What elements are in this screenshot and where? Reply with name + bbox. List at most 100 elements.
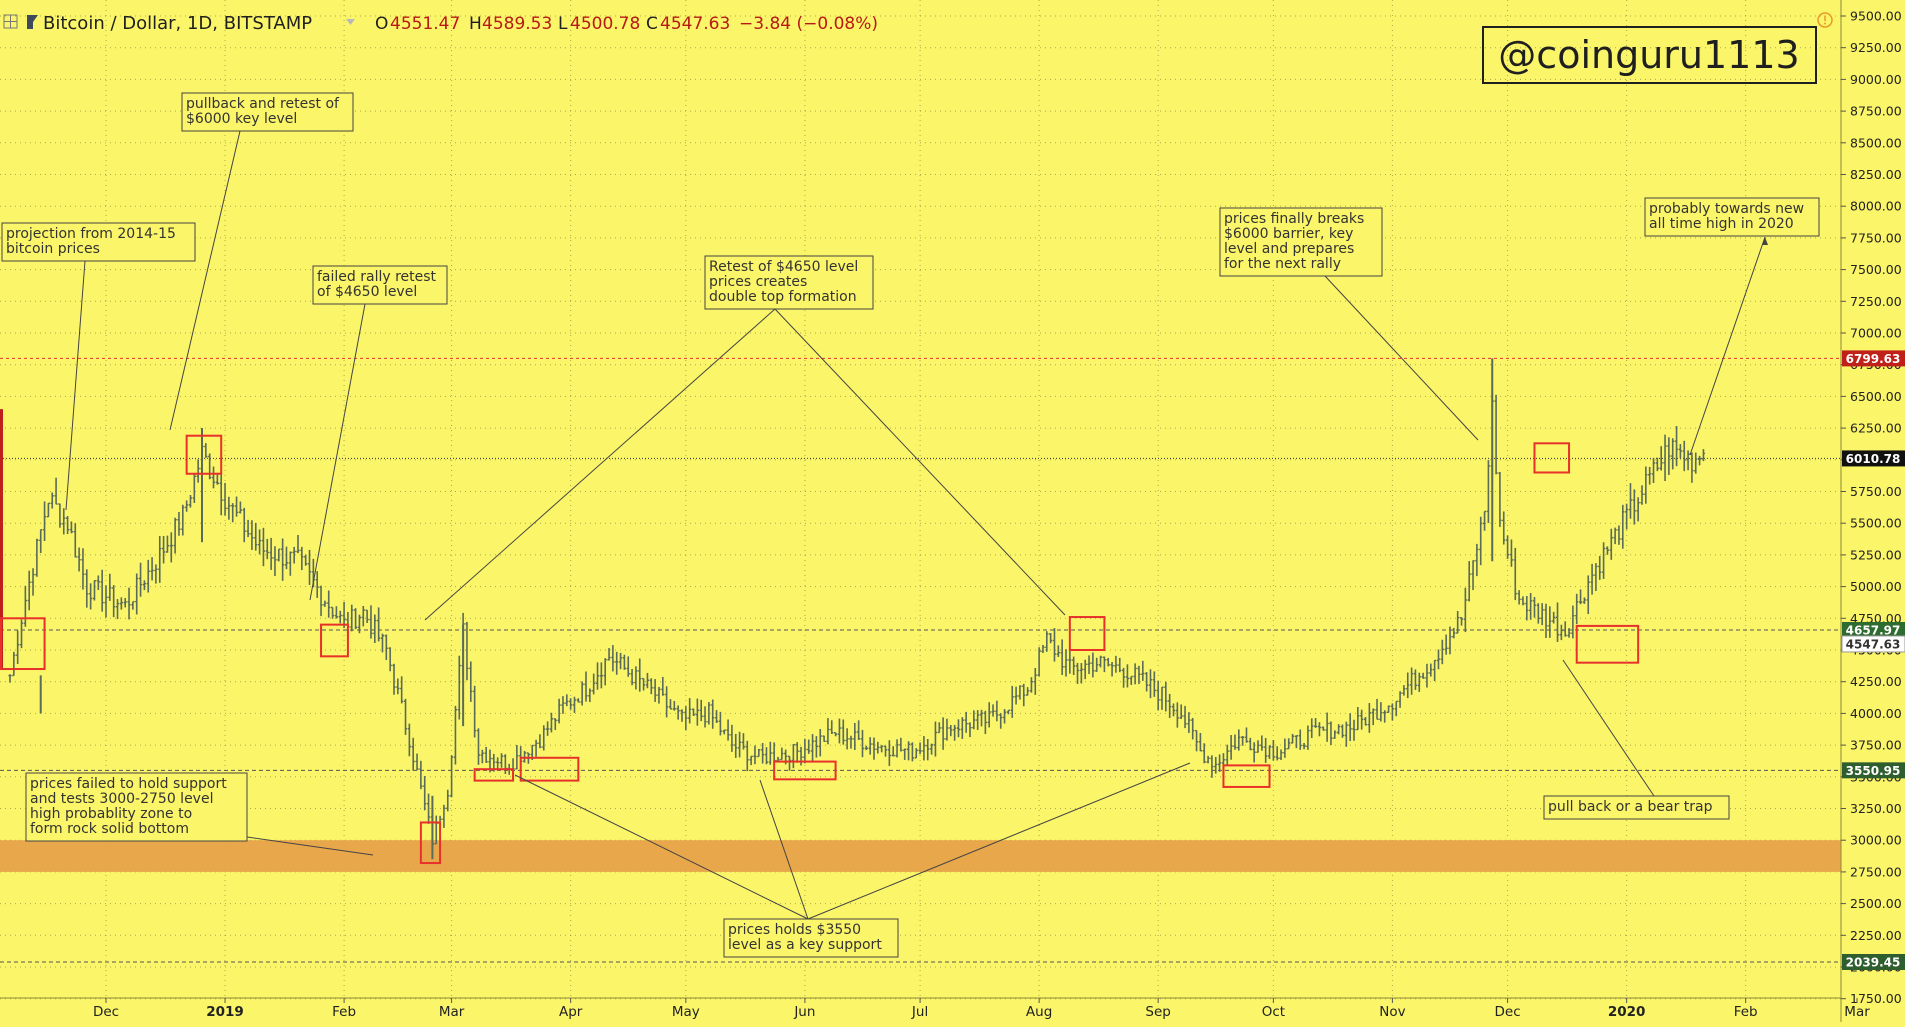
candle	[1148, 669, 1153, 699]
price-level-label: 6799.63	[1846, 352, 1901, 366]
candle	[972, 710, 976, 730]
change-value: −3.84 (−0.08%)	[739, 14, 878, 34]
candle	[868, 737, 872, 755]
price-level-label: 4657.97	[1846, 623, 1901, 637]
candle	[1302, 743, 1306, 750]
candle	[12, 651, 16, 677]
candle	[1344, 721, 1348, 747]
candle	[1214, 756, 1218, 774]
candle	[54, 477, 58, 505]
symbol-title[interactable]: Bitcoin / Dollar, 1D, BITSTAMP	[43, 13, 312, 34]
candle	[837, 718, 842, 744]
candle	[1417, 672, 1421, 692]
candle	[1613, 527, 1617, 545]
highlight-box	[1068, 616, 1106, 651]
candle	[1290, 733, 1295, 744]
candle	[707, 702, 711, 725]
candle	[1110, 662, 1114, 677]
candle	[661, 676, 665, 696]
candle	[1045, 631, 1049, 652]
watermark-text: @coinguru1113	[1498, 33, 1799, 77]
candle	[1571, 605, 1575, 639]
candle	[734, 733, 738, 758]
candle	[684, 706, 688, 731]
candle	[1333, 730, 1337, 739]
candle	[665, 686, 669, 718]
candle	[553, 718, 557, 730]
candle	[1225, 744, 1229, 767]
y-tick-label: 6500.00	[1850, 389, 1902, 404]
high-value: 4589.53	[482, 14, 552, 34]
candle	[227, 496, 231, 520]
candle	[350, 604, 354, 632]
candle	[1575, 593, 1579, 625]
candle	[89, 583, 93, 610]
candle	[1502, 511, 1506, 545]
candle	[941, 717, 945, 750]
candle	[791, 743, 795, 769]
candle	[96, 575, 100, 590]
annotation-text: high probablity zone to	[30, 806, 192, 822]
candle	[1678, 444, 1682, 459]
alert-icon[interactable]	[1817, 12, 1833, 28]
candle	[369, 605, 373, 639]
candle	[768, 741, 772, 765]
price-axis[interactable]	[1841, 0, 1905, 1022]
candle	[780, 747, 784, 761]
candle	[542, 725, 546, 751]
candle	[1356, 707, 1360, 731]
candle	[887, 740, 891, 767]
time-axis[interactable]: Dec 2019 Feb Mar Apr May Jun Jul Aug Sep Oct Nov Dec…	[93, 998, 1870, 1020]
candle	[162, 536, 166, 564]
candle	[1014, 686, 1018, 705]
candle	[1590, 563, 1594, 595]
candle	[580, 681, 584, 706]
candle	[384, 634, 388, 661]
candle	[27, 570, 31, 611]
candle	[211, 466, 216, 489]
candle	[223, 482, 227, 516]
candle	[1651, 457, 1656, 484]
candle	[534, 739, 538, 757]
candle	[1671, 438, 1675, 470]
candle	[407, 723, 411, 757]
candle	[1406, 672, 1410, 699]
chevron-down-icon[interactable]	[346, 19, 355, 25]
candle	[1218, 754, 1222, 772]
annotation-text: level and prepares	[1224, 241, 1354, 257]
candle	[1421, 672, 1425, 679]
candle	[622, 654, 626, 670]
candle	[457, 655, 461, 720]
annotation-text: probably towards new	[1649, 201, 1804, 217]
price-level-label: 6010.78	[1846, 452, 1901, 466]
candle	[1429, 663, 1433, 677]
candle	[1244, 727, 1249, 743]
candle	[288, 551, 292, 576]
x-tick-label: Mar	[439, 1004, 465, 1020]
y-tick-label: 8250.00	[1850, 167, 1902, 182]
candle	[718, 711, 722, 736]
candle	[450, 755, 454, 798]
candle	[1010, 685, 1014, 718]
candle	[31, 568, 35, 596]
candle	[250, 520, 254, 550]
candle	[1555, 602, 1560, 642]
candle	[238, 501, 242, 514]
price-level-label: 2039.45	[1846, 955, 1901, 969]
annotation-box	[25, 772, 248, 842]
y-tick-label: 2500.00	[1850, 896, 1902, 911]
annotation-leader-line	[759, 779, 809, 920]
candle	[876, 741, 880, 754]
annotation-box	[1, 222, 196, 262]
highlight-box	[473, 768, 515, 782]
candle	[565, 694, 569, 707]
candle	[1636, 497, 1640, 522]
candle	[16, 630, 20, 664]
candle	[1095, 657, 1099, 672]
grid-icon[interactable]	[3, 14, 18, 29]
highlight-boxes	[0, 434, 1640, 865]
